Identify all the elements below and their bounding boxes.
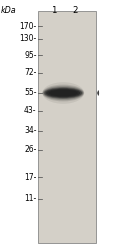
Ellipse shape [46,89,80,97]
Text: 72-: 72- [24,68,36,77]
Text: 26-: 26- [24,146,36,154]
Ellipse shape [42,86,83,100]
Text: 55-: 55- [24,88,36,97]
Text: 170-: 170- [19,22,36,31]
Text: 130-: 130- [19,34,36,43]
Text: 11-: 11- [24,194,36,203]
Text: 17-: 17- [24,172,36,182]
Text: 43-: 43- [24,106,36,115]
Ellipse shape [51,90,74,96]
Ellipse shape [48,90,77,96]
Bar [38,11,95,242]
Text: 2: 2 [72,6,78,15]
Text: 95-: 95- [24,50,36,59]
Text: kDa: kDa [1,6,17,15]
Ellipse shape [43,87,82,99]
Ellipse shape [42,84,83,102]
Text: 34-: 34- [24,126,36,135]
Ellipse shape [42,82,83,104]
Text: 1: 1 [50,6,56,15]
Ellipse shape [44,88,81,98]
